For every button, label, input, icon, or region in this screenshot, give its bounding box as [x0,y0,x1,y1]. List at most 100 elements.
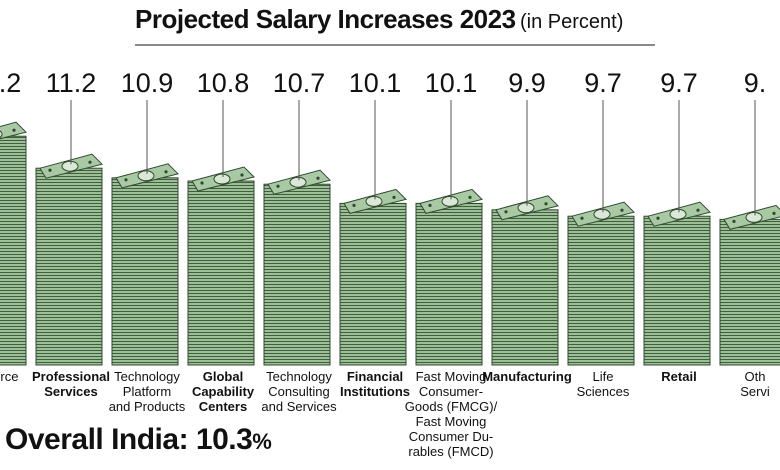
bar-note-seal-8 [593,208,611,220]
bar-note-dot-left-6 [428,203,432,207]
category-label-3: Global Capability Centers [192,369,255,414]
chart-title: Projected Salary Increases 2023 [135,4,516,34]
bar-body-3 [187,180,255,366]
bar-note-dot-left-10 [732,219,736,223]
category-label-line-8-1: Sciences [577,384,630,399]
bar-note-dot-left-3 [200,181,204,185]
category-label-line-2-1: Platform [123,384,171,399]
bar-note-seal-9 [669,208,687,220]
bar-note-seal-0 [0,130,3,139]
bar-body-7 [491,209,559,366]
value-label-1: 11.2 [46,68,97,98]
bar-body-5 [339,202,407,366]
bar-note-dot-right-5 [392,195,396,199]
bar-note-seal-3 [213,173,231,185]
overall-india-unit: % [252,429,272,454]
bar-note-dot-right-7 [544,202,548,206]
category-label-line-6-3: Fast Moving [416,414,487,429]
bar-note-dot-right-9 [696,208,700,212]
bar-note-dot-right-6 [468,195,472,199]
bar-note-seal-10 [745,211,763,223]
bar-8: 9.7 Life Sciences [567,68,635,399]
bar-4: 10.7 Technology Consulting and Services [261,68,337,414]
bar-note-seal-5 [365,195,383,207]
category-label-line-4-0: Technology [266,369,332,384]
bar-note-dot-left-2 [124,178,128,182]
category-label-line-4-2: and Services [261,399,337,414]
bar-2: 10.9 Technology Platform and Products [109,68,186,414]
category-label-4: Technology Consulting and Services [261,369,337,414]
category-label-9: Retail [661,369,696,384]
category-label-line-3-0: Global [203,369,243,384]
bar-3: 10.8 Global Capability Centers [187,68,255,414]
bar-note-seal-4 [289,176,307,188]
category-label-line-6-0: Fast Moving [416,369,487,384]
category-label-0: mmerce [0,369,18,384]
chart-title-block: Projected Salary Increases 2023 (in Perc… [135,4,655,46]
value-label-9: 9.7 [660,68,698,98]
category-label-line-6-5: rables (FMCD) [408,444,493,459]
bar-9: 9.7 Retail [643,68,711,384]
category-label-5: Financial Institutions [340,369,410,399]
bar-note-dot-right-8 [620,208,624,212]
value-label-8: 9.7 [584,68,622,98]
category-label-line-7-0: Manufacturing [482,369,572,384]
category-label-line-2-2: and Products [109,399,186,414]
bar-note-seal-7 [517,202,535,214]
overall-india-text: Overall India: 10.3 [5,423,253,456]
bar-body-0 [0,135,27,366]
category-label-line-3-1: Capability [192,384,255,399]
bar-note-seal-1 [61,160,79,172]
category-label-line-1-1: Services [44,384,98,399]
category-label-line-6-2: Goods (FMCG)/ [405,399,498,414]
category-label-line-10-1: Servi [740,384,770,399]
bar-note-seal-2 [137,170,155,182]
bar-body-8 [567,215,635,366]
bar-note-dot-right-2 [164,170,168,174]
bar-body-4 [263,183,331,366]
category-label-1: Professional Services [32,369,110,399]
bar-body-2 [111,177,179,366]
bar-note-dot-left-9 [656,216,660,220]
category-label-line-9-0: Retail [661,369,696,384]
value-label-3: 10.8 [197,68,250,98]
bar-note-dot-left-4 [276,184,280,188]
bar-body-1 [35,167,103,366]
bar-body-9 [643,215,711,366]
bar-note-dot-right-10 [772,211,776,215]
chart-subtitle: (in Percent) [520,11,624,33]
value-label-7: 9.9 [508,68,546,98]
bar-note-dot-right-3 [240,173,244,177]
bar-note-dot-right-4 [316,176,320,180]
bar-10: 9. Oth Servi [719,68,780,399]
bar-note-dot-left-8 [580,216,584,220]
category-label-line-0-0: mmerce [0,369,18,384]
category-label-line-3-2: Centers [199,399,247,414]
category-label-line-8-0: Life [593,369,614,384]
value-label-4: 10.7 [273,68,326,98]
bar-7: 9.9 Manufacturing [482,68,572,384]
value-label-2: 10.9 [121,68,174,98]
overall-india-label: Overall India: 10.3% [5,423,272,457]
category-label-line-5-1: Institutions [340,384,410,399]
value-label-0: 12.2 [0,68,21,98]
value-label-6: 10.1 [425,68,478,98]
category-label-line-4-1: Consulting [268,384,329,399]
bar-note-dot-left-7 [504,210,508,214]
category-label-10: Oth Servi [740,369,770,399]
bar-body-10 [719,218,780,366]
bar-0: 12.2 mmerce [0,68,27,384]
bar-body-6 [415,202,483,366]
bar-5: 10.1 Financial Institutions [339,68,410,399]
bar-note-dot-left-1 [48,168,52,172]
bar-note-dot-right-0 [12,128,16,132]
bar-note-dot-left-5 [352,203,356,207]
category-label-line-6-1: Consumer- [419,384,483,399]
category-label-line-5-0: Financial [347,369,403,384]
category-label-2: Technology Platform and Products [109,369,186,414]
value-label-5: 10.1 [349,68,402,98]
category-label-line-10-0: Oth [745,369,766,384]
category-label-line-1-0: Professional [32,369,110,384]
